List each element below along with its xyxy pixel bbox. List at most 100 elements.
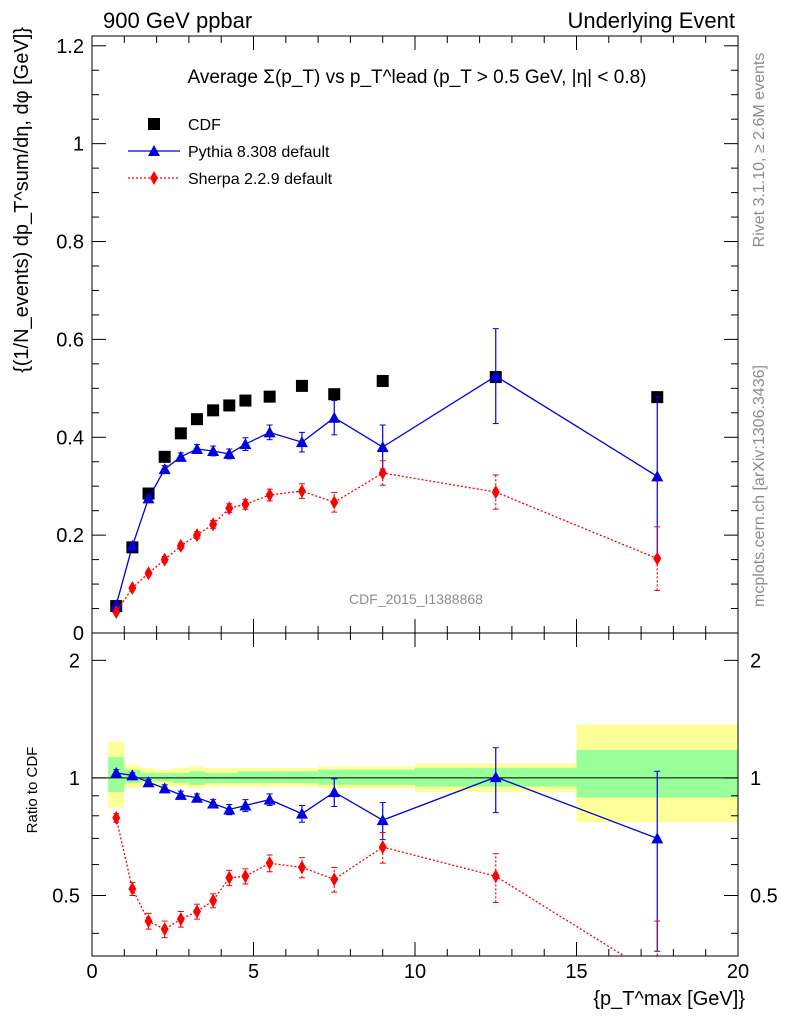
pythia-ratio-point bbox=[328, 786, 341, 798]
pythia-ratio-series bbox=[110, 747, 664, 952]
sherpa-ratio-point bbox=[128, 881, 137, 896]
pythia-point bbox=[126, 539, 139, 551]
cdf-point bbox=[295, 379, 308, 392]
sherpa-ratio-point bbox=[176, 912, 185, 927]
pythia-ratio-point bbox=[110, 766, 123, 778]
pythia-point bbox=[190, 443, 203, 455]
legend: CDF Pythia 8.308 default Sherpa 2.2.9 defa… bbox=[128, 117, 333, 188]
sherpa-point bbox=[378, 465, 387, 480]
main-y-axis-label: {(1/N_events) dp_T^sum/dη, dφ [GeV]} bbox=[11, 27, 33, 373]
sherpa-point bbox=[265, 488, 274, 503]
legend-label: CDF bbox=[188, 117, 221, 134]
sherpa-ratio-point bbox=[297, 860, 306, 875]
pythia-ratio-point bbox=[376, 814, 389, 826]
watermark: CDF_2015_I1388868 bbox=[349, 591, 483, 607]
green-band bbox=[350, 769, 415, 785]
green-band bbox=[156, 772, 173, 782]
x-tick-label: 5 bbox=[248, 961, 259, 983]
sherpa-line bbox=[115, 472, 658, 613]
legend-marker bbox=[148, 145, 160, 156]
pythia-ratio-point bbox=[174, 788, 187, 800]
pythia-point bbox=[207, 444, 220, 456]
sherpa-point bbox=[491, 485, 500, 500]
sherpa-point bbox=[241, 497, 250, 512]
cdf-point bbox=[263, 390, 276, 403]
cdf-point bbox=[328, 388, 341, 401]
y-tick-label: 0.4 bbox=[56, 427, 84, 449]
cdf-point bbox=[239, 394, 252, 407]
pythia-point bbox=[239, 438, 252, 450]
x-tick-label: 10 bbox=[404, 961, 426, 983]
pythia-ratio-point bbox=[207, 797, 220, 809]
main-panel: 0 0.2 0.4 0.6 0.8 1 1.2 Average Σ(p_T) vs p_T^… bbox=[11, 27, 739, 645]
pythia-point bbox=[263, 426, 276, 438]
pythia-point bbox=[295, 436, 308, 448]
ratio-y-tick-label: 0.5 bbox=[52, 886, 80, 908]
main-title: Average Σ(p_T) vs p_T^lead (p_T > 0.5 Ge… bbox=[188, 67, 647, 88]
rivet-label: Rivet 3.1.10, ≥ 2.6M events bbox=[751, 53, 768, 248]
sherpa-point bbox=[112, 604, 121, 619]
sherpa-series bbox=[112, 460, 662, 619]
legend-label: Pythia 8.308 default bbox=[188, 144, 330, 161]
ratio-y-tick-label: 2 bbox=[69, 650, 80, 672]
sherpa-ratio-point bbox=[330, 872, 339, 887]
green-band bbox=[318, 769, 351, 785]
pythia-ratio-point bbox=[489, 771, 502, 783]
pythia-point bbox=[174, 450, 187, 462]
pythia-point bbox=[489, 370, 502, 382]
sherpa-ratio-point bbox=[265, 856, 274, 871]
legend-marker bbox=[148, 118, 160, 130]
sherpa-ratio-point bbox=[241, 869, 250, 884]
sherpa-ratio-series bbox=[112, 810, 661, 984]
pythia-point bbox=[376, 441, 389, 453]
sherpa-ratio-point bbox=[378, 840, 387, 855]
cdf-point bbox=[174, 427, 187, 440]
sherpa-point bbox=[160, 552, 169, 567]
sherpa-ratio-point bbox=[112, 810, 121, 825]
pythia-ratio-point bbox=[190, 791, 203, 803]
x-tick-label: 0 bbox=[86, 961, 97, 983]
legend-marker bbox=[150, 171, 158, 185]
ratio-bands bbox=[108, 724, 738, 823]
pythia-ratio-point bbox=[263, 793, 276, 805]
sherpa-point bbox=[297, 484, 306, 499]
sherpa-point bbox=[128, 580, 137, 595]
sherpa-ratio-point bbox=[491, 869, 500, 884]
ratio-y-tick-label: 1 bbox=[69, 768, 80, 790]
mcplots-label: mcplots.cern.ch [arXiv:1306.3436] bbox=[751, 365, 768, 607]
sherpa-ratio-point bbox=[225, 870, 234, 885]
y-tick-label: 0 bbox=[73, 623, 84, 645]
sherpa-ratio-point bbox=[144, 914, 153, 929]
pythia-ratio-point bbox=[223, 803, 236, 815]
cdf-series bbox=[110, 371, 664, 613]
y-tick-label: 0.6 bbox=[56, 329, 84, 351]
pythia-series bbox=[110, 328, 664, 611]
main-axis: 0 0.2 0.4 0.6 0.8 1 1.2 bbox=[56, 36, 739, 645]
sherpa-point bbox=[209, 517, 218, 532]
sherpa-point bbox=[144, 566, 153, 581]
pythia-point bbox=[328, 411, 341, 423]
cdf-point bbox=[158, 450, 171, 463]
cdf-point bbox=[207, 404, 220, 417]
ratio-y-axis-label: Ratio to CDF bbox=[24, 747, 41, 834]
sherpa-point bbox=[653, 551, 662, 566]
pythia-point bbox=[158, 463, 171, 475]
pythia-ratio-point bbox=[239, 799, 252, 811]
ratio-panel: 0.5 0.51 12 20 5 10 15 20 Ratio to CDF {p_T^max… bbox=[24, 632, 778, 1010]
cdf-point bbox=[376, 374, 389, 387]
pythia-ratio-point bbox=[158, 782, 171, 794]
y-tick-label: 0.8 bbox=[56, 232, 84, 254]
pythia-ratio-point bbox=[651, 832, 664, 844]
y-tick-label: 0.2 bbox=[56, 525, 84, 547]
sherpa-ratio-point bbox=[209, 893, 218, 908]
cdf-point bbox=[223, 399, 236, 412]
ratio-axis: 0.5 0.51 12 20 5 10 15 20 bbox=[52, 633, 778, 983]
sherpa-point bbox=[225, 501, 234, 516]
sherpa-ratio-point bbox=[653, 970, 661, 984]
ratio-y-tick-label-right: 1 bbox=[750, 768, 761, 790]
main-marks bbox=[110, 328, 664, 619]
sherpa-point bbox=[192, 528, 201, 543]
y-tick-label: 1 bbox=[73, 134, 84, 156]
sherpa-point bbox=[176, 538, 185, 553]
